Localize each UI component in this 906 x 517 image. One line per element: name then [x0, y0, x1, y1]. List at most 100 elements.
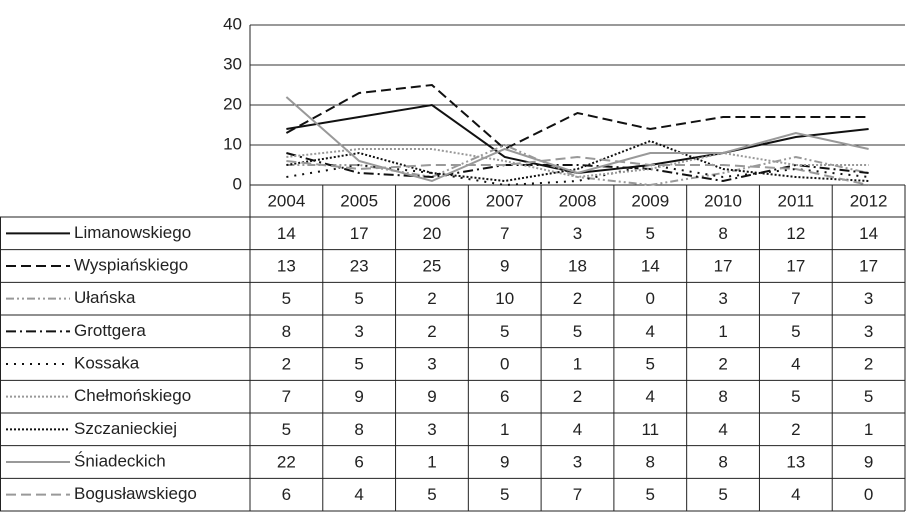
y-tick-label: 10: [223, 134, 242, 153]
data-label: 4: [791, 485, 800, 504]
data-label: 2: [282, 354, 291, 373]
data-label: 6: [500, 387, 509, 406]
data-label: 2: [573, 387, 582, 406]
data-label: 8: [646, 452, 655, 471]
data-label: 5: [282, 420, 291, 439]
data-label: 7: [573, 485, 582, 504]
data-label: 23: [350, 256, 369, 275]
legend-label: Szczanieckiej: [74, 419, 177, 438]
data-label: 17: [859, 256, 878, 275]
data-label: 5: [500, 485, 509, 504]
data-label: 5: [791, 387, 800, 406]
data-label: 5: [500, 322, 509, 341]
data-label: 6: [354, 452, 363, 471]
x-tick-label: 2009: [631, 191, 669, 210]
data-label: 3: [573, 452, 582, 471]
data-label: 25: [422, 256, 441, 275]
data-label: 11: [641, 420, 659, 439]
series-line: [286, 155, 869, 186]
data-label: 1: [500, 420, 509, 439]
data-label: 3: [864, 289, 873, 308]
data-label: 0: [500, 354, 509, 373]
data-label: 7: [282, 387, 291, 406]
y-tick-label: 20: [223, 94, 242, 113]
data-label: 7: [791, 289, 800, 308]
data-label: 17: [786, 256, 805, 275]
data-label: 2: [573, 289, 582, 308]
x-tick-label: 2008: [559, 191, 597, 210]
series-line: [286, 139, 869, 183]
data-label: 5: [646, 485, 655, 504]
data-label: 5: [791, 322, 800, 341]
x-tick-label: 2012: [850, 191, 888, 210]
legend-label: Chełmońskiego: [74, 386, 191, 405]
data-label: 1: [427, 452, 436, 471]
data-label: 5: [646, 224, 655, 243]
data-label: 13: [277, 256, 296, 275]
series-line: [286, 143, 869, 187]
data-label: 9: [500, 452, 509, 471]
data-label: 22: [277, 452, 296, 471]
series-line: [286, 148, 869, 179]
data-label: 2: [718, 354, 727, 373]
data-label: 2: [864, 354, 873, 373]
data-label: 17: [714, 256, 733, 275]
data-label: 20: [422, 224, 441, 243]
x-tick-label: 2011: [778, 191, 815, 210]
data-label: 0: [864, 485, 873, 504]
data-label: 0: [646, 289, 655, 308]
data-label: 8: [718, 387, 727, 406]
data-label: 5: [718, 485, 727, 504]
data-label: 3: [354, 322, 363, 341]
x-tick-label: 2006: [413, 191, 451, 210]
data-label: 14: [859, 224, 878, 243]
data-label: 9: [864, 452, 873, 471]
data-label: 9: [500, 256, 509, 275]
legend-label: Limanowskiego: [74, 223, 191, 242]
data-label: 4: [646, 322, 655, 341]
data-label: 5: [864, 387, 873, 406]
data-label: 12: [786, 224, 805, 243]
x-tick-label: 2010: [704, 191, 742, 210]
data-label: 3: [573, 224, 582, 243]
data-label: 2: [791, 420, 800, 439]
data-label: 10: [495, 289, 514, 308]
data-label: 1: [718, 322, 727, 341]
data-label: 7: [500, 224, 509, 243]
legend-label: Grottgera: [74, 321, 146, 340]
data-label: 5: [354, 289, 363, 308]
legend-label: Wyspiańskiego: [74, 255, 188, 274]
data-label: 2: [427, 322, 436, 341]
series-line: [286, 152, 869, 183]
y-tick-label: 0: [233, 174, 242, 193]
data-label: 4: [718, 420, 727, 439]
data-label: 3: [718, 289, 727, 308]
data-label: 5: [427, 485, 436, 504]
data-label: 9: [427, 387, 436, 406]
data-label: 8: [718, 452, 727, 471]
data-label: 14: [641, 256, 660, 275]
data-label: 14: [277, 224, 296, 243]
data-label: 5: [354, 354, 363, 373]
x-tick-label: 2007: [486, 191, 524, 210]
y-tick-label: 40: [223, 14, 242, 33]
data-label: 5: [573, 322, 582, 341]
data-label: 3: [427, 420, 436, 439]
data-label: 4: [354, 485, 363, 504]
data-label: 3: [864, 322, 873, 341]
data-label: 3: [427, 354, 436, 373]
legend-label: Bogusławskiego: [74, 484, 197, 503]
data-label: 9: [354, 387, 363, 406]
data-label: 4: [791, 354, 800, 373]
data-label: 2: [427, 289, 436, 308]
data-label: 4: [573, 420, 582, 439]
data-label: 13: [786, 452, 805, 471]
data-label: 4: [646, 387, 655, 406]
data-label: 6: [282, 485, 291, 504]
data-label: 18: [568, 256, 587, 275]
series-line: [285, 83, 869, 151]
y-tick-label: 30: [223, 54, 242, 73]
x-tick-label: 2005: [340, 191, 378, 210]
legend-label: Śniadeckich: [74, 451, 166, 470]
